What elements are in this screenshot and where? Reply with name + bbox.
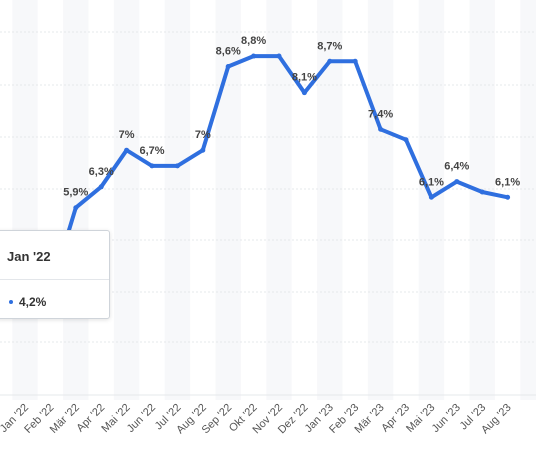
tooltip-series-dot (9, 300, 13, 304)
data-label: 6,7% (139, 145, 164, 157)
data-labels: 5,9%6,3% 7% 6,7% 7% 8,6%8,8% 8,1% 8,7% 7,4% 6,1%… (63, 35, 520, 199)
data-point (73, 205, 79, 211)
data-label: 6,1% (495, 176, 520, 188)
column-band (266, 0, 292, 400)
column-band (418, 0, 445, 400)
data-label: 7% (195, 129, 211, 141)
data-point (98, 184, 104, 190)
data-label: 8,8% (241, 35, 266, 47)
data-point (505, 194, 511, 200)
data-point (200, 147, 206, 153)
data-label: 5,9% (63, 187, 88, 199)
data-label: 7% (119, 129, 135, 141)
data-point (454, 179, 460, 185)
data-point (378, 126, 384, 132)
tooltip-divider (0, 279, 109, 280)
x-tick-label: Jun '22 (125, 402, 158, 435)
column-band (469, 0, 495, 400)
series-line (23, 54, 510, 299)
x-tick-label: Jun '23 (430, 402, 463, 435)
data-point (327, 58, 333, 64)
data-label: 6,1% (419, 176, 444, 188)
data-point (174, 163, 180, 169)
column-band (520, 0, 536, 400)
column-band (113, 0, 140, 400)
data-point (301, 90, 307, 96)
data-point (149, 163, 155, 169)
column-bands (12, 0, 536, 400)
column-band (215, 0, 241, 400)
tooltip-value: 4,2% (19, 295, 47, 309)
data-label: 7,4% (368, 108, 393, 120)
data-point (124, 147, 130, 153)
tooltip: Jan '22 4,2% (0, 230, 110, 319)
data-point (403, 137, 409, 143)
data-point (428, 194, 434, 200)
data-label: 6,3% (89, 166, 114, 178)
data-point (479, 189, 485, 195)
column-band (367, 0, 394, 400)
column-band (164, 0, 191, 400)
data-point (352, 58, 358, 64)
data-label: 6,4% (444, 161, 469, 173)
data-label: 8,7% (317, 40, 342, 52)
tooltip-title: Jan '22 (7, 249, 51, 264)
data-point (251, 53, 257, 59)
column-band (12, 0, 38, 400)
data-label: 8,1% (292, 72, 317, 84)
data-point (276, 53, 282, 59)
data-label: 8,6% (216, 46, 241, 58)
column-band (317, 0, 343, 400)
data-point (225, 64, 231, 70)
